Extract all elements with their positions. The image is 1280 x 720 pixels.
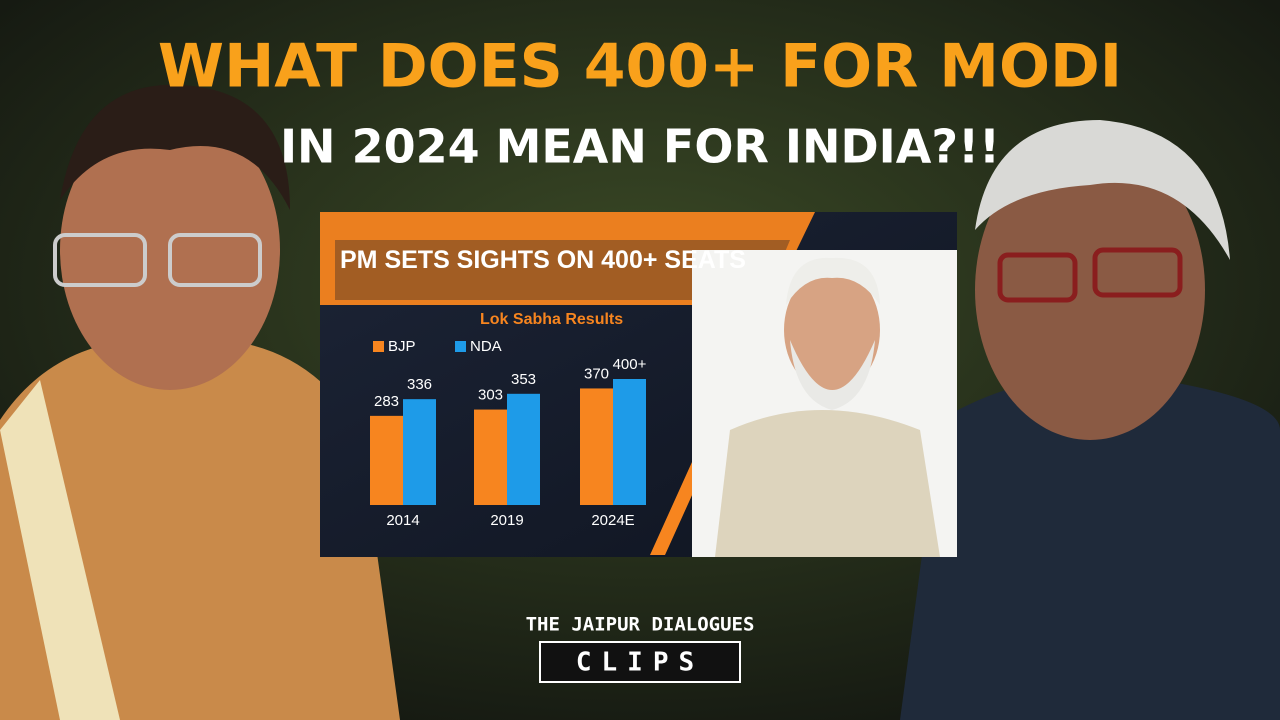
bar xyxy=(580,388,613,505)
bar xyxy=(507,393,540,505)
value-label: 400+ xyxy=(613,356,647,373)
x-tick-label: 2014 xyxy=(386,512,419,529)
value-label: 283 xyxy=(374,393,399,410)
bar xyxy=(474,409,507,505)
chart-title-box: PM SETS SIGHTS ON 400+ SEATS xyxy=(340,246,746,274)
left-person xyxy=(0,84,400,720)
film-strip xyxy=(539,641,741,683)
legend-swatch xyxy=(455,341,466,352)
value-label: 303 xyxy=(478,387,503,404)
bar xyxy=(403,399,436,505)
x-tick-label: 2024E xyxy=(591,512,634,529)
legend-swatch xyxy=(373,341,384,352)
legend-label: BJP xyxy=(388,338,416,355)
bar xyxy=(613,379,646,505)
bar xyxy=(370,415,403,505)
value-label: 370 xyxy=(584,365,609,382)
legend-label: NDA xyxy=(470,338,502,355)
x-tick-label: 2019 xyxy=(490,512,523,529)
leader-photo xyxy=(692,250,957,557)
value-label: 353 xyxy=(511,371,536,388)
plot: BJP 283 303 370 NDA 336 353 400+ 2014 2019 2024E xyxy=(370,338,647,529)
chart-panel xyxy=(320,212,957,557)
brand-sub: CLIPS xyxy=(576,648,704,678)
brand-name: THE JAIPUR DIALOGUES xyxy=(526,614,755,636)
value-label: 336 xyxy=(407,376,432,393)
chart-title: PM SETS SIGHTS ON 400+ SEATS xyxy=(340,246,746,274)
right-person xyxy=(900,120,1280,720)
headline-line1: WHAT DOES 400+ FOR MODI xyxy=(158,32,1122,102)
headline-line2: IN 2024 MEAN FOR INDIA?!! xyxy=(280,120,1000,174)
chart-subtitle: Lok Sabha Results xyxy=(480,311,623,328)
